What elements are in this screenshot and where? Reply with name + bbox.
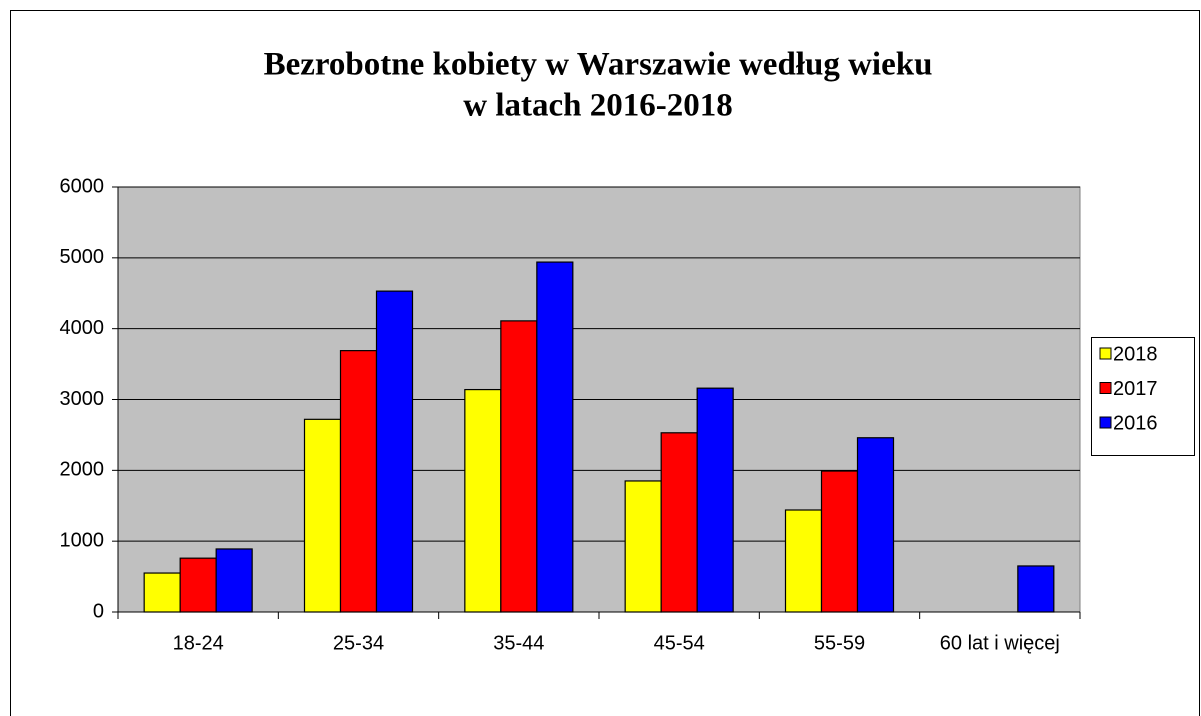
bar bbox=[464, 388, 502, 613]
legend-label: 2016 bbox=[1113, 412, 1158, 434]
bar bbox=[215, 548, 253, 613]
bar bbox=[339, 350, 378, 613]
y-tick-label: 2000 bbox=[60, 459, 105, 481]
y-tick-label: 6000 bbox=[60, 175, 105, 197]
bar bbox=[624, 480, 662, 613]
bar bbox=[784, 509, 823, 613]
bar bbox=[179, 557, 217, 613]
bar bbox=[143, 572, 181, 613]
x-tick-label: 18-24 bbox=[173, 632, 224, 654]
bar bbox=[1017, 565, 1055, 613]
y-tick-label: 0 bbox=[93, 600, 104, 622]
y-tick-label: 1000 bbox=[60, 529, 105, 551]
legend-swatch bbox=[1099, 416, 1112, 429]
legend-swatch bbox=[1099, 382, 1112, 394]
chart-title: w latach 2016-2018 bbox=[463, 88, 732, 124]
x-tick-label: 35-44 bbox=[493, 632, 544, 654]
bar bbox=[660, 432, 698, 613]
bar bbox=[856, 437, 895, 613]
bar bbox=[375, 290, 414, 613]
chart-title: Bezrobotne kobiety w Warszawie według wi… bbox=[264, 47, 933, 83]
x-tick-label: 45-54 bbox=[654, 632, 705, 654]
x-tick-label: 25-34 bbox=[333, 632, 384, 654]
legend-label: 2018 bbox=[1113, 343, 1158, 365]
x-tick-label: 60 lat i więcej bbox=[940, 632, 1060, 654]
bar bbox=[500, 320, 538, 613]
bar bbox=[536, 261, 574, 613]
legend-label: 2017 bbox=[1113, 378, 1158, 400]
y-tick-label: 4000 bbox=[60, 317, 105, 339]
bar bbox=[820, 470, 859, 613]
x-tick-label: 55-59 bbox=[814, 632, 865, 654]
legend-swatch bbox=[1099, 347, 1112, 360]
y-tick-label: 3000 bbox=[60, 388, 105, 410]
bar bbox=[696, 387, 734, 613]
bar bbox=[303, 418, 342, 613]
y-tick-label: 5000 bbox=[60, 246, 105, 268]
